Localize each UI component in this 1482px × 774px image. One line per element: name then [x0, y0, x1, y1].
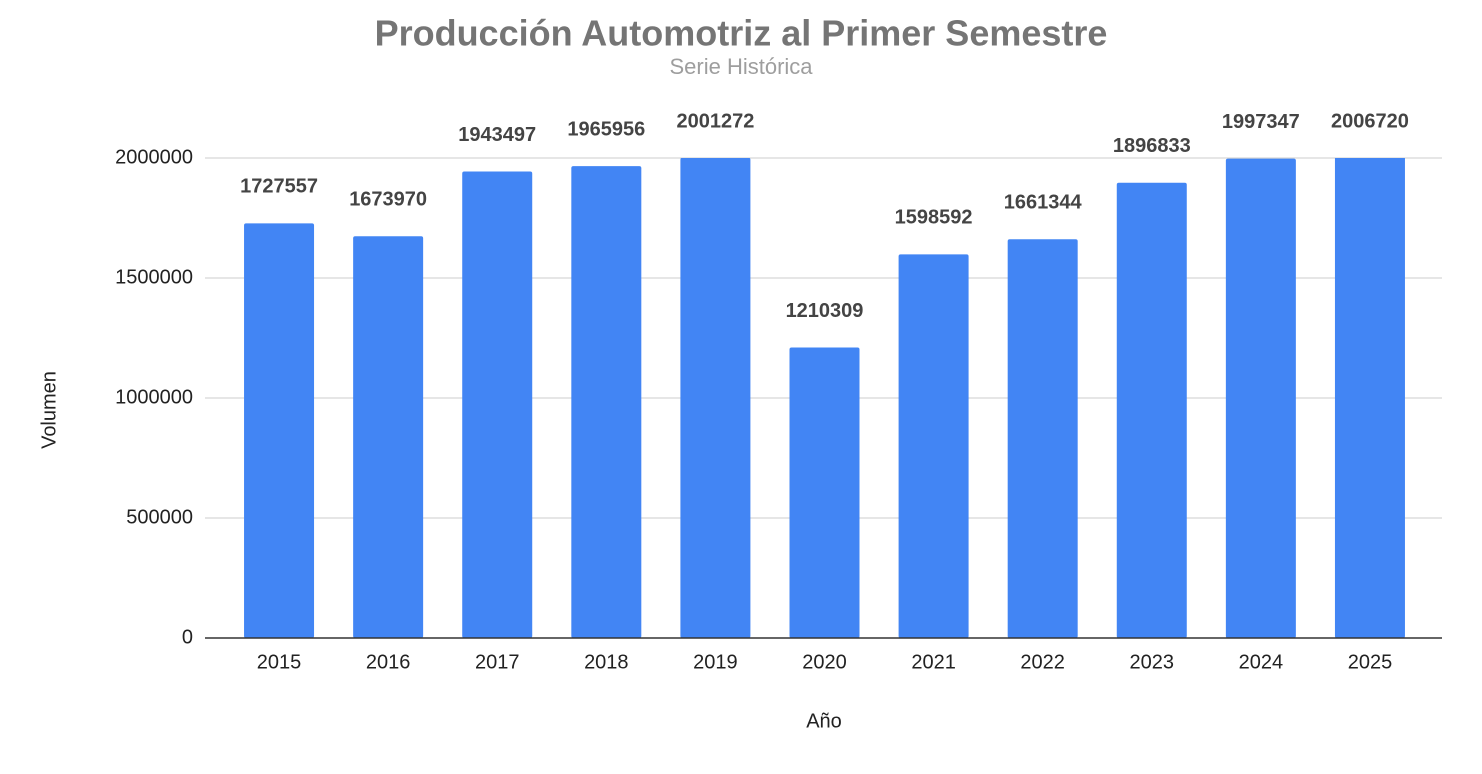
x-tick-label: 2017	[475, 651, 520, 673]
x-tick-label: 2020	[802, 651, 847, 673]
x-tick-label: 2025	[1348, 651, 1393, 673]
bar	[1007, 239, 1078, 638]
x-tick-label: 2019	[693, 651, 738, 673]
x-tick-label: 2023	[1130, 651, 1175, 673]
x-tick-label: 2021	[911, 651, 956, 673]
bar	[1334, 158, 1405, 638]
y-tick-label: 2000000	[115, 146, 193, 168]
data-label: 1965956	[567, 118, 645, 140]
data-label: 2001272	[676, 110, 754, 132]
data-label: 1673970	[349, 189, 427, 211]
y-tick-label: 1500000	[115, 266, 193, 288]
y-axis-label: Volumen	[38, 371, 60, 449]
x-axis-label: Año	[806, 710, 842, 732]
x-tick-label: 2024	[1239, 651, 1284, 673]
bar	[462, 171, 533, 638]
chart-title: Producción Automotriz al Primer Semestre	[375, 13, 1108, 54]
bar	[571, 166, 642, 638]
data-label: 1661344	[1004, 192, 1083, 214]
bar	[244, 223, 315, 638]
x-tick-label: 2015	[257, 651, 302, 673]
data-label: 2006720	[1331, 110, 1409, 132]
bar	[353, 236, 424, 638]
bar	[680, 158, 751, 638]
y-tick-label: 1000000	[115, 386, 193, 408]
data-label: 1210309	[786, 300, 864, 322]
data-label: 1896833	[1113, 135, 1191, 157]
bar	[1225, 158, 1296, 638]
x-tick-label: 2016	[366, 651, 411, 673]
data-label: 1943497	[458, 124, 536, 146]
x-tick-label: 2022	[1020, 651, 1065, 673]
bar	[1116, 182, 1187, 638]
y-tick-label: 0	[182, 626, 193, 648]
data-label: 1997347	[1222, 111, 1300, 133]
x-tick-label: 2018	[584, 651, 629, 673]
data-label: 1598592	[895, 207, 973, 229]
bar	[789, 347, 860, 638]
bar	[898, 254, 969, 638]
chart-subtitle: Serie Histórica	[669, 54, 813, 79]
y-tick-label: 500000	[126, 506, 193, 528]
data-label: 1727557	[240, 176, 318, 198]
bars	[244, 158, 1405, 638]
